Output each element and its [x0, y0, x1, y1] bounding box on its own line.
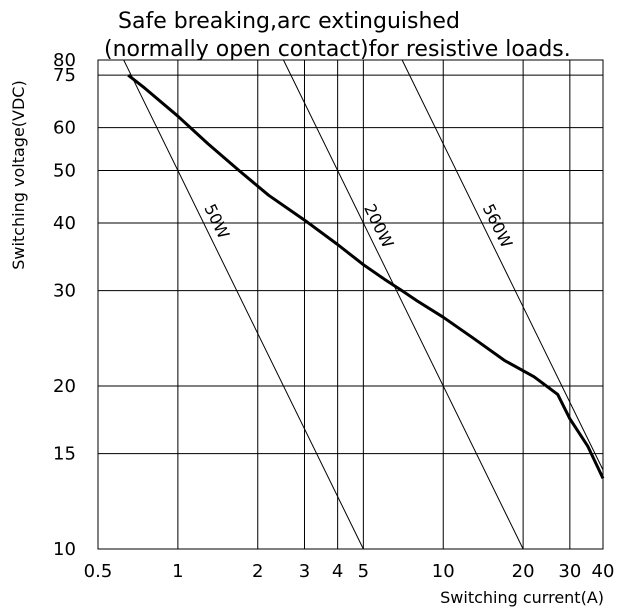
x-tick-label: 4	[332, 561, 343, 582]
power-line-label: 50W	[200, 201, 233, 242]
power-line-label: 200W	[360, 201, 398, 251]
y-tick-label: 30	[53, 281, 76, 302]
y-tick-label: 60	[53, 118, 76, 139]
x-tick-label: 1	[172, 561, 183, 582]
x-tick-label: 20	[512, 561, 535, 582]
series-line-0	[127, 74, 605, 480]
x-tick-label: 10	[432, 561, 455, 582]
y-tick-label: 20	[53, 376, 76, 397]
y-axis-label: Switching voltage(VDC)	[9, 80, 28, 269]
y-tick-label: 80	[53, 50, 76, 71]
power-line-label: 560W	[479, 201, 517, 251]
x-axis-ticks: 0.5 1 2 3 4 5 10 20 30 40	[84, 561, 615, 582]
grid	[97, 59, 604, 550]
y-tick-label: 10	[53, 539, 76, 560]
breaking-curve	[127, 74, 605, 480]
x-tick-label: 2	[252, 561, 263, 582]
plot-frame	[97, 59, 604, 550]
x-tick-label: 30	[558, 561, 581, 582]
power-line-50W	[123, 59, 364, 550]
y-tick-label: 40	[53, 213, 76, 234]
power-line-200W	[283, 59, 524, 550]
y-tick-label: 50	[53, 161, 76, 182]
y-tick-label: 75	[53, 65, 76, 86]
x-tick-label: 40	[592, 561, 615, 582]
x-tick-label: 5	[358, 561, 369, 582]
x-tick-label: 0.5	[84, 561, 113, 582]
y-tick-label: 15	[53, 444, 76, 465]
power-line-560W	[401, 59, 604, 471]
x-tick-label: 3	[299, 561, 310, 582]
chart-title-line-2: (normally open contact)for resistive loa…	[104, 37, 571, 62]
chart-title-line-1: Safe breaking,arc extinguished	[118, 9, 460, 34]
x-axis-label: Switching current(A)	[440, 588, 604, 607]
